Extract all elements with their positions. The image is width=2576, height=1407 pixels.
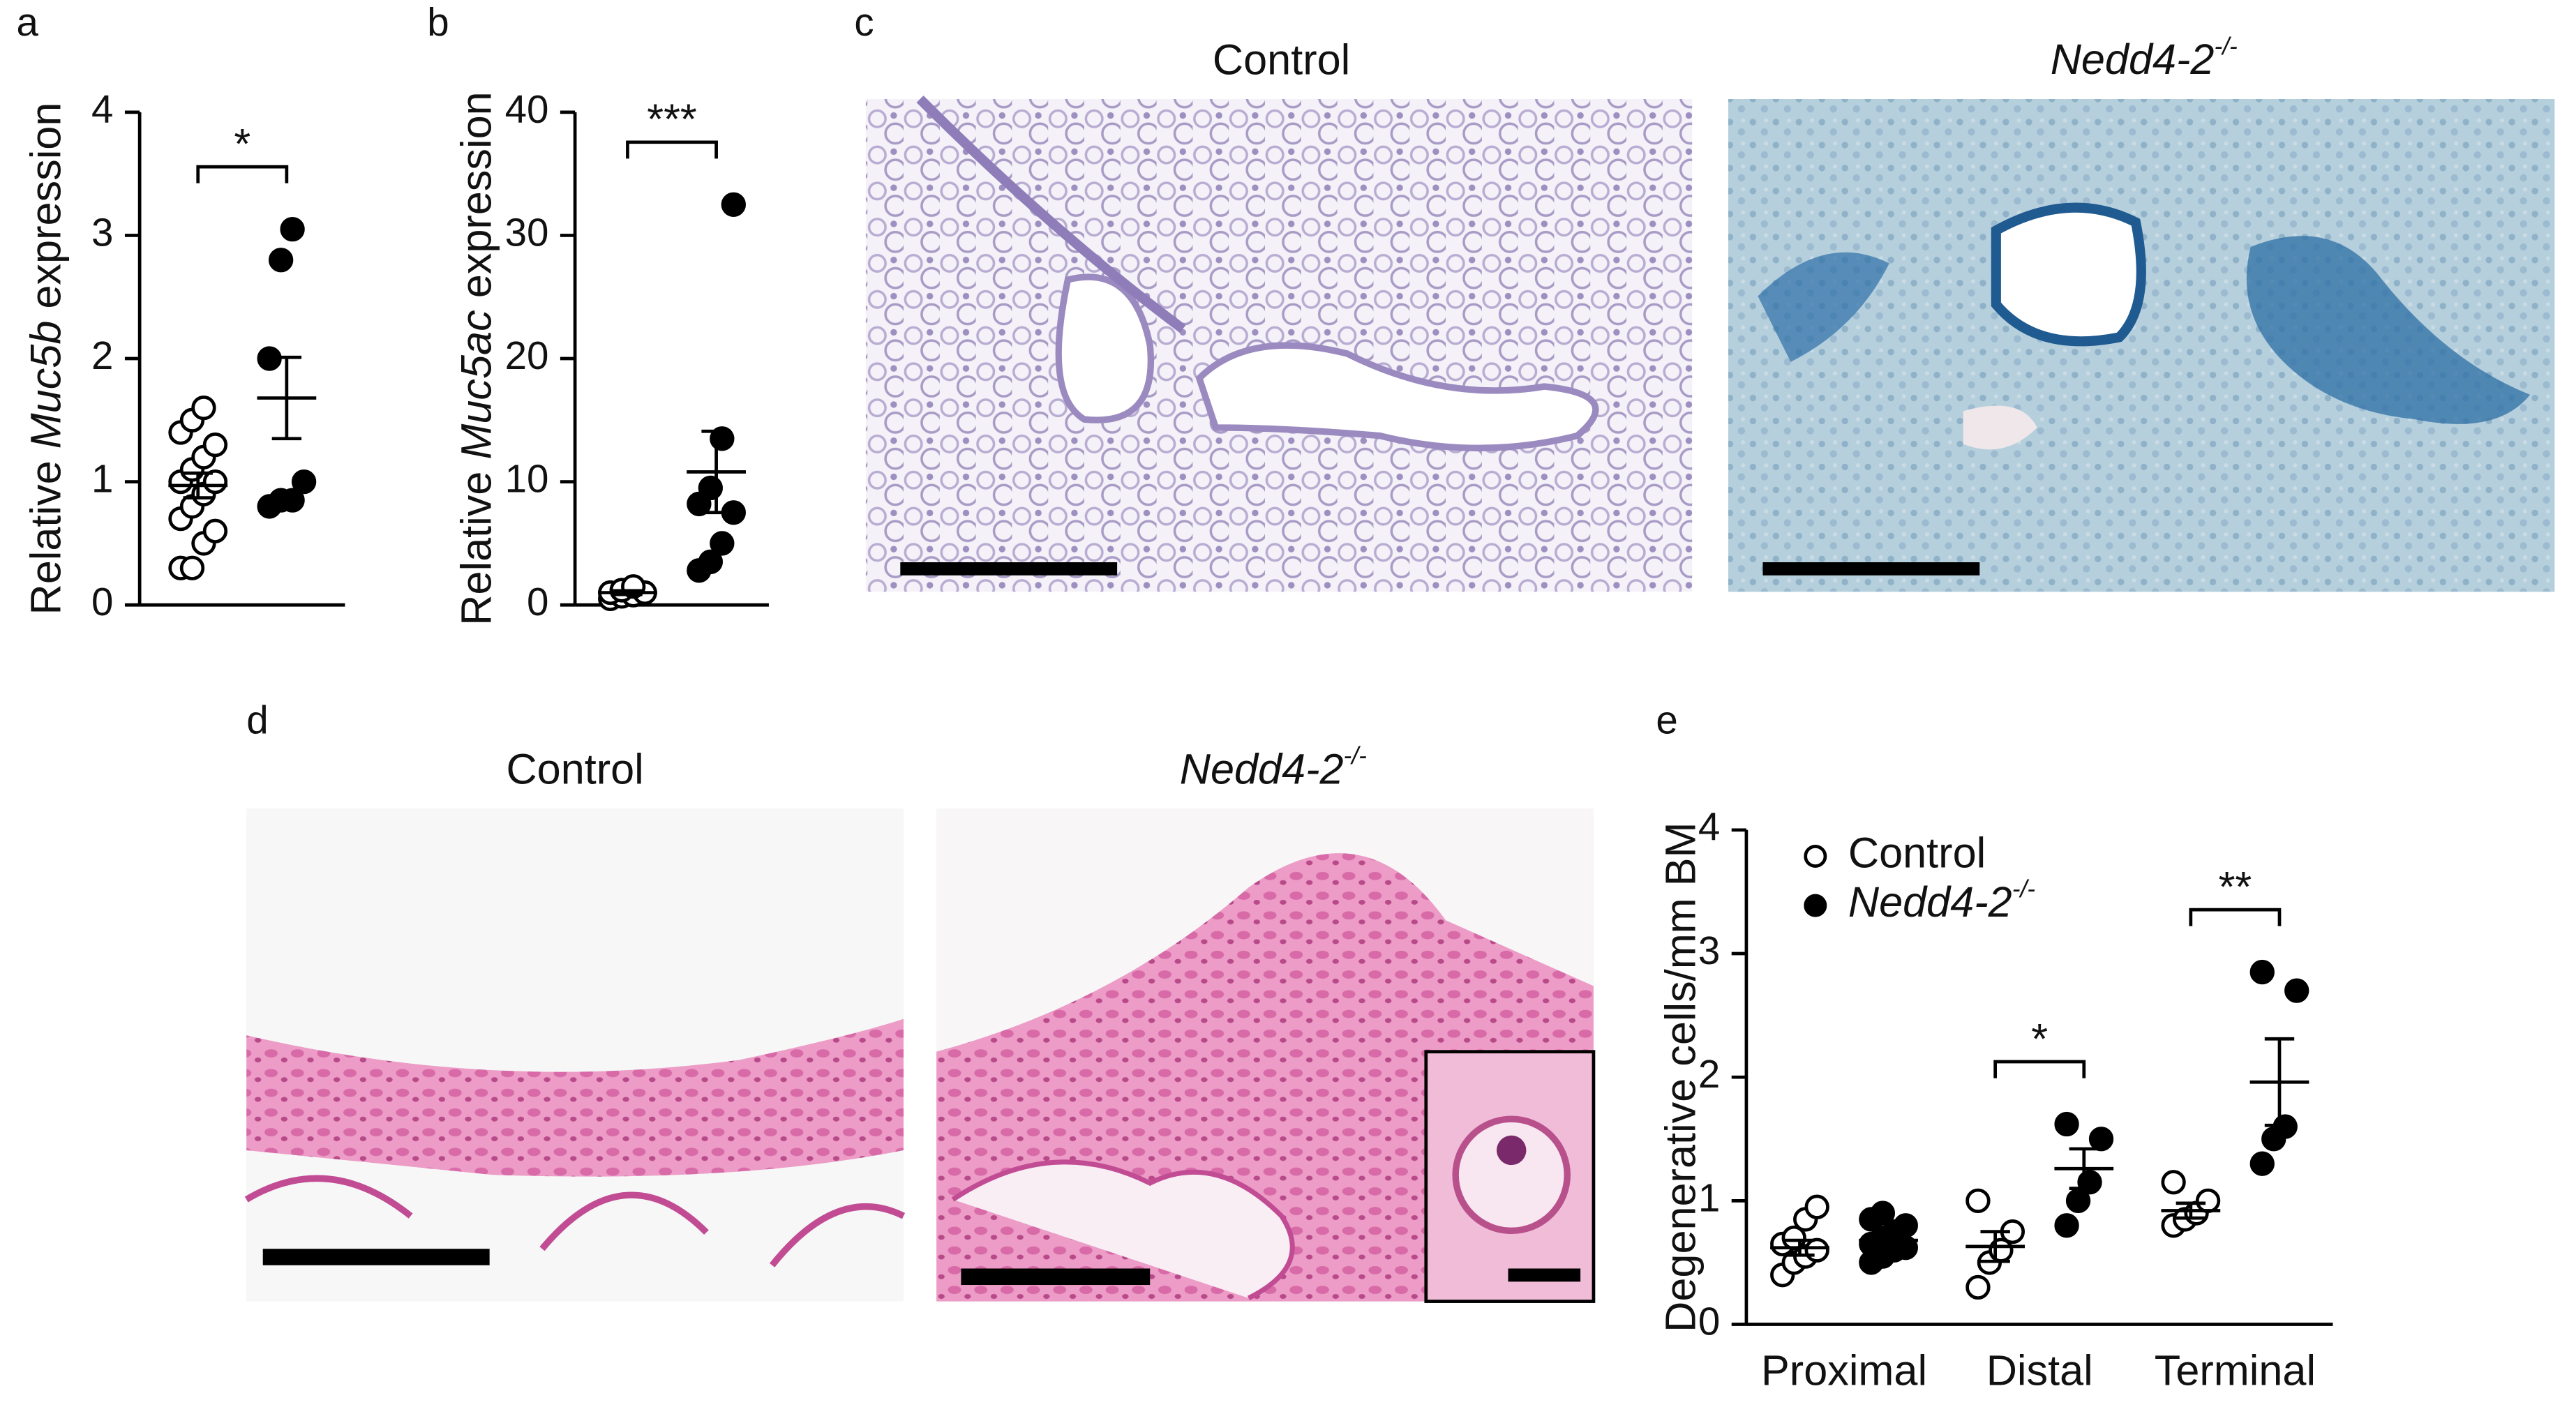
data-point (202, 518, 228, 543)
y-tick-label: 0 (527, 580, 548, 624)
x-tick-label: Distal (1986, 1346, 2093, 1394)
image-title: Nedd4-2-/- (2051, 33, 2238, 83)
data-point (1804, 1194, 1829, 1219)
y-axis-label: Relative Muc5b expression (22, 103, 70, 615)
y-tick-label: 40 (505, 87, 549, 131)
data-point (202, 432, 228, 458)
data-point (1965, 1188, 1991, 1214)
data-point (2054, 1111, 2079, 1137)
dot-plot: 0 1 2 3 4 Relative Muc5b expression * (22, 87, 345, 624)
panel-letter: e (1656, 698, 1677, 742)
data-point (2195, 1188, 2221, 1214)
data-point (291, 469, 317, 495)
significance-bracket (2189, 908, 2282, 926)
data-point (1965, 1274, 1991, 1300)
y-tick-label: 2 (91, 333, 113, 377)
data-point (2249, 1151, 2275, 1176)
data-point (2284, 978, 2309, 1003)
y-tick-label: 3 (1698, 928, 1720, 972)
significance-bracket (1993, 1060, 2086, 1078)
data-point (268, 248, 294, 273)
image-title: Nedd4-2-/- (1180, 743, 1367, 793)
y-tick-label: 0 (1698, 1299, 1720, 1343)
y-axis-label: Degenerative cells/mm BM (1657, 822, 1705, 1332)
image-title: Control (1213, 36, 1350, 83)
data-point (698, 475, 724, 501)
legend-marker (1804, 844, 1827, 868)
y-tick-label: 0 (91, 580, 113, 624)
data-point (2054, 1213, 2079, 1238)
significance-bracket (196, 165, 289, 183)
data-point (698, 549, 724, 575)
panel-letter: d (246, 698, 268, 742)
micrograph-control-d (244, 808, 906, 1302)
significance-label: *** (647, 96, 696, 143)
significance-label: * (234, 120, 250, 167)
y-tick-label: 3 (91, 210, 113, 254)
significance-bracket (626, 140, 718, 159)
micrograph-nedd-d (936, 808, 1596, 1303)
panel-letter: a (17, 0, 39, 44)
x-tick-label: Proximal (1761, 1346, 1927, 1394)
data-point (179, 555, 205, 580)
y-tick-label: 30 (505, 210, 549, 254)
data-point (721, 192, 746, 217)
image-title: Control (506, 746, 643, 793)
data-point (2065, 1188, 2091, 1214)
y-axis-label: Relative Muc5ac expression (453, 91, 500, 625)
data-point (280, 216, 305, 242)
x-tick-label: Terminal (2155, 1346, 2316, 1394)
y-tick-label: 1 (1698, 1175, 1720, 1219)
y-tick-label: 2 (1698, 1052, 1720, 1096)
y-tick-label: 10 (505, 457, 549, 501)
data-point (1870, 1201, 1896, 1226)
data-point (2088, 1127, 2114, 1152)
legend-label: Nedd4-2-/- (1848, 875, 2035, 926)
y-tick-label: 1 (91, 457, 113, 501)
data-point (2161, 1170, 2186, 1195)
panel-letter: b (427, 0, 449, 44)
legend-label: Control (1848, 829, 1986, 877)
data-point (1804, 1237, 1829, 1263)
significance-label: * (2031, 1015, 2048, 1062)
y-tick-label: 4 (1698, 805, 1720, 849)
significance-label: ** (2219, 863, 2252, 910)
y-tick-label: 20 (505, 333, 549, 377)
data-point (710, 531, 735, 556)
data-point (191, 396, 216, 421)
micrograph-control-c (865, 96, 1693, 592)
data-point (2249, 959, 2275, 985)
micrograph-nedd-c (1728, 99, 2555, 592)
panel-letter: c (854, 0, 874, 44)
y-tick-label: 4 (91, 87, 113, 131)
data-point (280, 488, 305, 513)
legend-marker (1804, 894, 1827, 917)
data-point (687, 491, 712, 517)
data-point (1893, 1213, 1918, 1238)
